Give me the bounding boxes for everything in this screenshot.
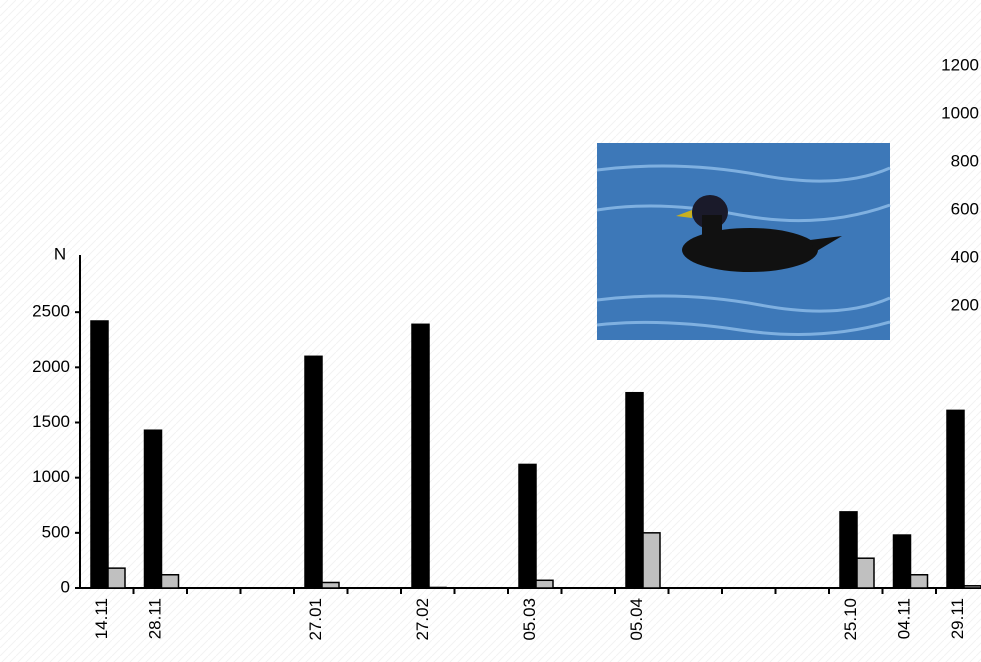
bar [90, 320, 109, 589]
y2-tick-label: 1200 [941, 55, 979, 74]
x-tick-label: 14.11 [92, 598, 111, 639]
bar [107, 567, 126, 589]
bar [892, 534, 912, 589]
bar [428, 586, 447, 589]
x-tick-label: 04.11 [895, 598, 914, 639]
y-tick-label: 1500 [32, 412, 70, 431]
bar [625, 391, 644, 589]
y2-tick-label: 400 [951, 247, 979, 266]
y2-tick-label: 600 [951, 199, 979, 218]
bar [411, 323, 430, 589]
x-tick-label: 27.01 [306, 598, 325, 641]
y-axis-label: N [54, 244, 66, 263]
x-tick-label: 25.10 [841, 598, 860, 641]
bar [839, 511, 858, 589]
bar [304, 355, 323, 589]
bar [518, 463, 537, 589]
y-tick-label: 2500 [32, 302, 70, 321]
bar [856, 557, 875, 589]
x-tick-label: 28.11 [146, 598, 165, 639]
y-tick-label: 1000 [32, 467, 70, 486]
bar [160, 574, 180, 589]
bar [946, 409, 965, 589]
y-tick-label: 500 [42, 522, 70, 541]
y2-tick-label: 1000 [941, 103, 979, 122]
y2-tick-label: 200 [951, 295, 979, 314]
x-tick-label: 29.11 [948, 598, 967, 639]
photo [596, 143, 891, 340]
bar [535, 579, 554, 589]
y2-tick-label: 800 [951, 151, 979, 170]
bar [143, 429, 163, 589]
bar [963, 585, 981, 589]
bar [321, 581, 340, 589]
y-tick-label: 0 [61, 577, 70, 596]
x-tick-label: 27.02 [413, 598, 432, 641]
bar [642, 532, 661, 589]
x-tick-label: 05.04 [627, 598, 646, 641]
y-tick-label: 2000 [32, 357, 70, 376]
x-tick-label: 05.03 [520, 598, 539, 641]
bar [909, 574, 929, 589]
